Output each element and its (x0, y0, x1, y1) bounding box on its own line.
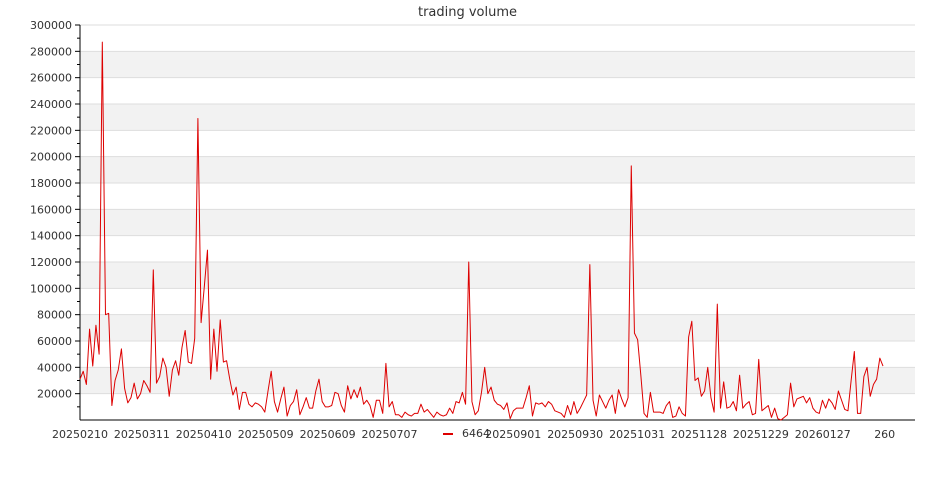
background-band (80, 367, 915, 394)
background-band (80, 262, 915, 289)
y-tick-label: 40000 (37, 361, 72, 374)
x-tick-label: 20260127 (795, 428, 851, 441)
x-tick-label: 20250609 (300, 428, 356, 441)
background-band (80, 104, 915, 131)
series-layer (79, 41, 884, 421)
series-line-6464 (79, 41, 884, 421)
y-tick-label: 160000 (30, 203, 72, 216)
plot-background-bands (80, 51, 915, 394)
x-tick-label: 20251229 (733, 428, 789, 441)
y-tick-label: 220000 (30, 124, 72, 137)
x-tick-label: 20251031 (609, 428, 665, 441)
legend-label-6464: 6464 (462, 427, 490, 440)
y-tick-label: 60000 (37, 335, 72, 348)
y-tick-label: 280000 (30, 45, 72, 58)
y-tick-label: 120000 (30, 256, 72, 269)
y-tick-label: 180000 (30, 177, 72, 190)
x-tick-label: 20250311 (114, 428, 170, 441)
x-tick-label: 260 (874, 428, 895, 441)
x-tick-label: 20250410 (176, 428, 232, 441)
y-tick-label: 80000 (37, 309, 72, 322)
background-band (80, 156, 915, 183)
x-tick-label: 20250901 (485, 428, 541, 441)
x-tick-label: 20250210 (52, 428, 108, 441)
x-axis-ticks: 20250210 20250311 20250410 20250509 20250609… (52, 428, 895, 441)
gridlines (80, 24, 915, 395)
background-band (80, 209, 915, 236)
y-tick-label: 20000 (37, 388, 72, 401)
y-tick-label: 140000 (30, 230, 72, 243)
x-tick-label: 20250509 (238, 428, 294, 441)
y-tick-label: 260000 (30, 72, 72, 85)
y-tick-label: 300000 (30, 19, 72, 32)
background-band (80, 314, 915, 341)
x-tick-label: 20250707 (362, 428, 418, 441)
y-tick-label: 240000 (30, 98, 72, 111)
x-tick-label: 20250930 (547, 428, 603, 441)
legend: 6464 (443, 427, 490, 440)
chart-title: trading volume (418, 5, 517, 20)
x-tick-label: 20251128 (671, 428, 727, 441)
background-band (80, 51, 915, 78)
y-tick-label: 200000 (30, 151, 72, 164)
y-axis-ticks: 20000 40000 60000 80000 100000 120000 140000 16… (30, 19, 80, 408)
y-tick-label: 100000 (30, 282, 72, 295)
